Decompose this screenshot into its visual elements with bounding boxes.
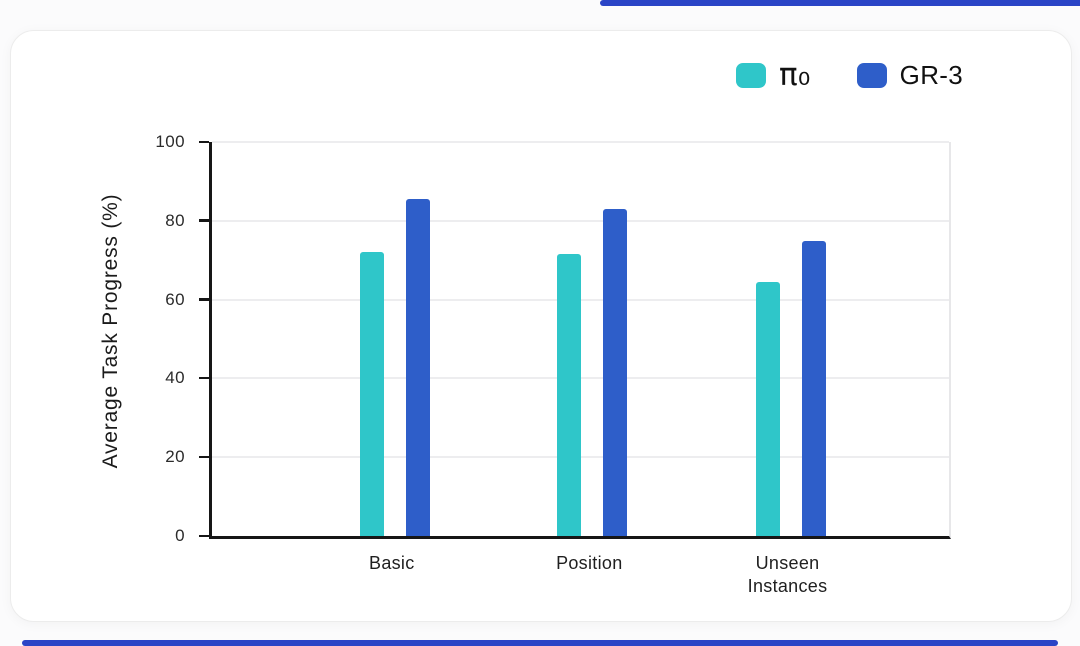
y-tick-mark xyxy=(199,298,209,301)
legend-label: GR-3 xyxy=(899,59,963,90)
y-tick-mark xyxy=(199,534,209,537)
chart-legend: π₀ GR-3 xyxy=(735,57,963,93)
plot-area xyxy=(199,140,951,539)
bar-π₀-unseen-instances xyxy=(755,281,780,536)
chart-card: π₀ GR-3 Average Task Progress (%) 0 20 40 60… xyxy=(10,30,1072,622)
bar-π₀-position xyxy=(557,254,582,536)
y-tick-mark xyxy=(199,219,209,222)
y-tick-label: 80 xyxy=(165,210,185,230)
y-tick-label: 20 xyxy=(165,447,185,467)
x-category-label: Basic xyxy=(369,553,415,573)
legend-swatch xyxy=(735,62,766,88)
y-tick-mark xyxy=(199,376,209,380)
bar-GR-3-basic xyxy=(405,199,430,536)
bar-GR-3-unseen-instances xyxy=(801,240,826,536)
bottom-accent-stripe xyxy=(22,640,1058,646)
y-tick-label: 100 xyxy=(155,132,185,151)
legend-label: π₀ xyxy=(778,57,811,93)
x-category-label: Position xyxy=(556,553,623,573)
bar-π₀-basic xyxy=(359,252,384,536)
chart-area: 0 20 40 60 80 100 Basic Position Unseen Instanc… xyxy=(155,132,951,596)
legend-swatch xyxy=(856,62,887,88)
y-tick-mark xyxy=(199,140,209,143)
y-tick-label: 60 xyxy=(165,289,185,309)
y-axis-ticks: 0 20 40 60 80 100 xyxy=(123,132,185,545)
gridline xyxy=(212,141,949,143)
legend-item: π₀ xyxy=(735,57,811,93)
gridline xyxy=(212,219,949,222)
y-tick-mark xyxy=(199,455,209,459)
y-tick-label: 40 xyxy=(165,368,185,388)
legend-item: GR-3 xyxy=(856,59,963,91)
top-accent-stripe xyxy=(600,0,1080,6)
x-axis-categories: Basic Position Unseen Instances xyxy=(209,536,946,606)
y-tick-label: 0 xyxy=(175,526,185,545)
x-category-label: Unseen Instances xyxy=(747,553,828,596)
bar-GR-3-position xyxy=(603,208,628,536)
y-axis-title: Average Task Progress (%) xyxy=(99,193,122,469)
